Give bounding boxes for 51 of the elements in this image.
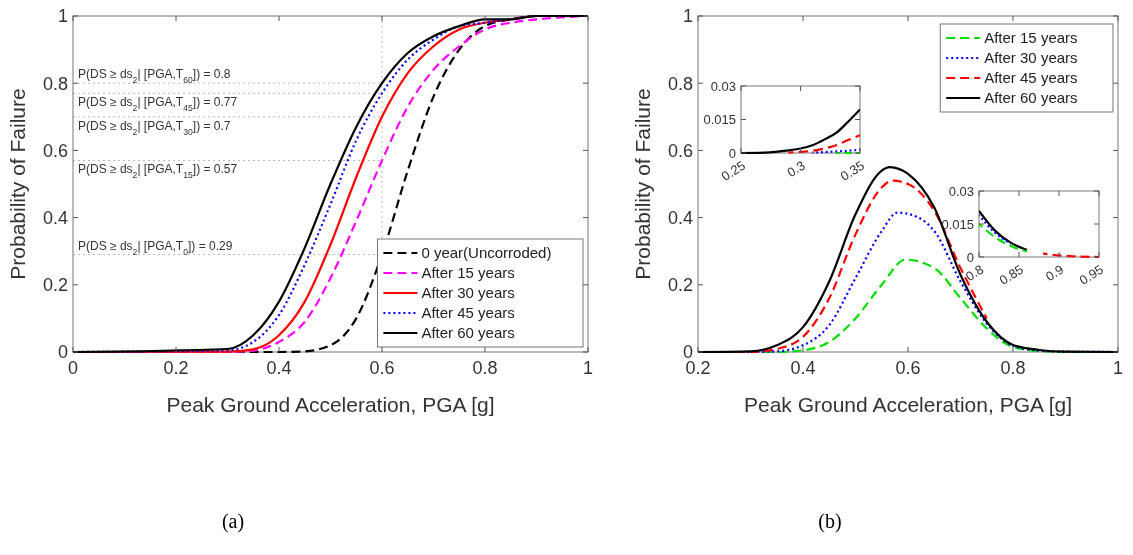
x-tick-label: 0.8 (472, 358, 498, 379)
legend-label: After 15 years (984, 29, 1078, 47)
ref-line-label: P(DS ≥ ds$_{2}$| [PGA,T$_{15}$]) = 0.57 (78, 162, 238, 181)
legend-label: After 15 years (421, 264, 515, 282)
x-tick-label: 0.8 (1000, 358, 1026, 379)
x-tick-label: 0.35 (837, 157, 868, 184)
x-tick-label: 1 (1112, 358, 1124, 379)
text: (b) (818, 510, 842, 533)
x-tick-label: 0.9 (1042, 261, 1067, 284)
legend-label: After 45 years (421, 304, 515, 322)
y-tick-label: 0.03 (948, 183, 974, 199)
x-tick-label: 0.6 (895, 358, 921, 379)
x-tick-label: 0.95 (1076, 261, 1107, 288)
y-tick-label: 0 (57, 342, 68, 363)
legend-label: After 30 years (421, 284, 515, 302)
ref-line-label: P(DS ≥ ds$_{2}$| [PGA,T$_{60}$]) = 0.8 (78, 67, 231, 86)
y-tick-label: 0.4 (667, 207, 693, 228)
y-tick-label: 0.8 (667, 73, 693, 94)
y-axis-title: Probability of Failure (6, 88, 29, 280)
x-tick-label: 0.2 (163, 358, 189, 379)
x-tick-label: 0.4 (790, 358, 816, 379)
line-series (979, 209, 1029, 252)
x-tick-label: 0.4 (266, 358, 292, 379)
x-tick-label: 0.3 (784, 157, 808, 180)
line-series (787, 134, 860, 154)
ref-line-label: P(DS ≥ ds$_{2}$| [PGA,T$_{30}$]) = 0.7 (78, 118, 231, 137)
y-tick-label: 0.015 (941, 216, 974, 232)
y-tick-label: 0.8 (42, 73, 68, 94)
y-tick-label: 0.6 (667, 140, 693, 161)
x-tick-label: 0.6 (369, 358, 395, 379)
y-tick-label: 0.015 (703, 112, 736, 128)
y-tick-label: 1 (57, 6, 68, 27)
legend-label: After 45 years (984, 69, 1078, 87)
legend-label: 0 year(Uncorroded) (421, 244, 552, 262)
line-series (979, 222, 1029, 253)
y-tick-label: 0.03 (710, 78, 736, 94)
legend-label: After 60 years (984, 89, 1078, 107)
legend-label: After 30 years (984, 49, 1078, 67)
y-tick-label: 0 (966, 249, 974, 265)
x-axis-title: Peak Ground Acceleration, PGA [g] (743, 393, 1073, 416)
legend-label: After 60 years (421, 324, 515, 342)
x-tick-label: 1 (582, 358, 594, 379)
y-tick-label: 0.4 (42, 207, 68, 228)
y-tick-label: 1 (682, 6, 693, 27)
y-axis-title: Probability of Failure (631, 88, 654, 280)
y-tick-label: 0.6 (42, 140, 68, 161)
text: (a) (221, 510, 245, 533)
x-tick-label: 0.85 (996, 261, 1027, 288)
x-axis-title: Peak Ground Acceleration, PGA [g] (166, 393, 495, 416)
ref-line-label: P(DS ≥ ds$_{2}$| [PGA,T$_{45}$]) = 0.77 (78, 95, 238, 114)
ref-line-label: P(DS ≥ ds$_{2}$| [PGA,T$_{0}$]) = 0.29 (78, 238, 233, 257)
